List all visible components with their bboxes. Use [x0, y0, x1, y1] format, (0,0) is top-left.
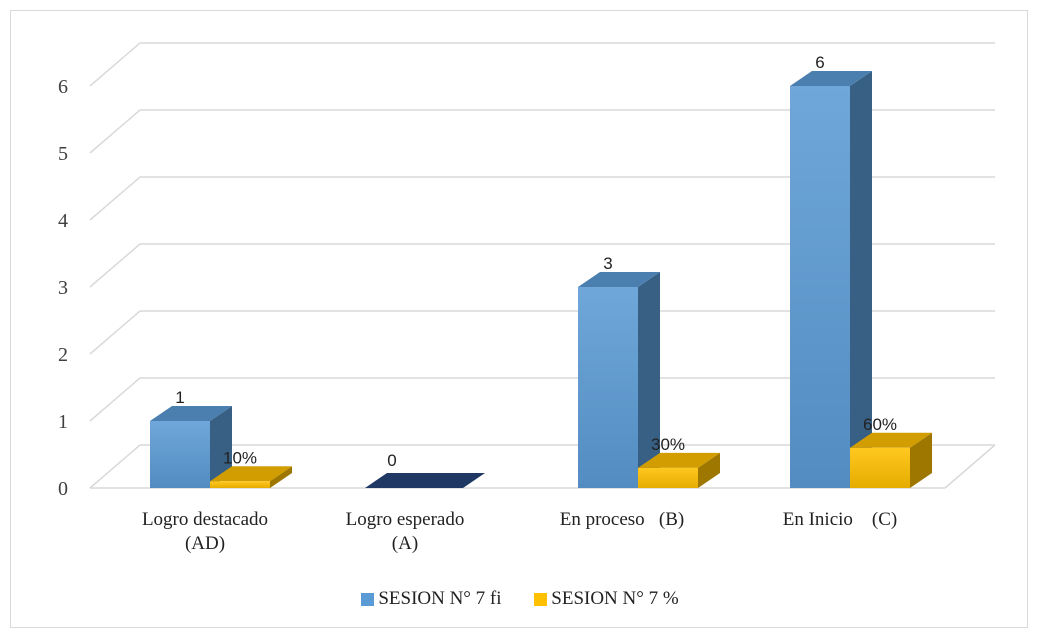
x-tick-label: Logro destacado: [142, 509, 268, 530]
gridline-diagonal: [89, 42, 141, 87]
gridline-diagonal: [89, 176, 141, 221]
legend: SESION N° 7 fi SESION N° 7 %: [0, 588, 1040, 612]
data-label: 6: [815, 53, 824, 72]
legend-item-fi: SESION N° 7 fi: [361, 588, 502, 610]
gridline-diagonal: [89, 310, 141, 355]
y-tick-label: 5: [58, 143, 68, 165]
legend-item-pct: SESION N° 7 %: [534, 588, 679, 610]
bar-pct-0: [210, 466, 292, 488]
bar-pct-3-top: [850, 432, 932, 448]
x-tick-label: En Inicio (C): [783, 509, 898, 530]
gridline-diagonal: [89, 109, 141, 154]
bars: [150, 71, 932, 488]
bar-pct-0-side: [270, 466, 292, 488]
data-labels: 1 10% 0 3 30% 6 60%: [175, 53, 897, 470]
floor-side-edge: [944, 444, 996, 489]
y-tick-label: 2: [58, 344, 68, 366]
bar-fi-2-top: [578, 272, 660, 287]
bar-fi-2-side: [638, 272, 660, 488]
y-tick-label: 4: [58, 210, 68, 232]
bar-pct-2-top: [638, 452, 720, 468]
bar-fi-0: [150, 406, 232, 488]
bar-fi-3-side: [850, 71, 872, 488]
bar-zero-plate: [365, 473, 485, 488]
bar-fi-3-front: [790, 86, 850, 488]
bar-pct-0-top: [210, 466, 292, 482]
bar-fi-0-top: [150, 406, 232, 421]
bar-fi-3-top: [790, 71, 872, 86]
data-label: 60%: [863, 415, 897, 434]
bar-pct-3-front: [850, 447, 910, 488]
bar-pct-0-front: [210, 481, 270, 488]
y-tick-label: 0: [58, 478, 68, 500]
y-tick-label: 1: [58, 411, 68, 433]
data-label: 30%: [651, 435, 685, 454]
data-label: 1: [175, 388, 184, 407]
data-label: 3: [603, 254, 612, 273]
bar-pct-3-side: [910, 432, 932, 488]
y-tick-label: 6: [58, 76, 68, 98]
gridline-diagonal: [89, 243, 141, 288]
bar-fi-2: [578, 272, 660, 488]
legend-label-pct: SESION N° 7 %: [551, 588, 679, 609]
y-axis: 0 1 2 3 4 5 6: [58, 76, 68, 500]
bar-pct-3: [850, 432, 932, 488]
x-tick-label: (AD): [185, 533, 225, 554]
data-label: 10%: [223, 448, 257, 467]
bar-pct-2-front: [638, 467, 698, 488]
bar-fi-3: [790, 71, 872, 488]
x-tick-label: (A): [392, 533, 418, 554]
bar-fi-0-front: [150, 421, 210, 488]
gridline-diagonal: [89, 377, 141, 422]
y-tick-label: 3: [58, 277, 68, 299]
x-tick-label: Logro esperado: [346, 509, 465, 530]
legend-swatch-fi: [361, 592, 375, 606]
x-axis: Logro destacado (AD) Logro esperado (A) En p…: [142, 509, 897, 554]
bar-fi-2-front: [578, 287, 638, 488]
bar-zero: [365, 473, 485, 488]
gridline-diagonal: [89, 444, 141, 489]
legend-label-fi: SESION N° 7 fi: [378, 588, 502, 609]
legend-swatch-pct: [534, 592, 548, 606]
x-tick-label: En proceso (B): [560, 509, 685, 530]
bar-fi-0-side: [210, 406, 232, 488]
bar-pct-2-side: [698, 452, 720, 488]
data-label: 0: [387, 451, 396, 470]
bar-pct-2: [638, 452, 720, 488]
